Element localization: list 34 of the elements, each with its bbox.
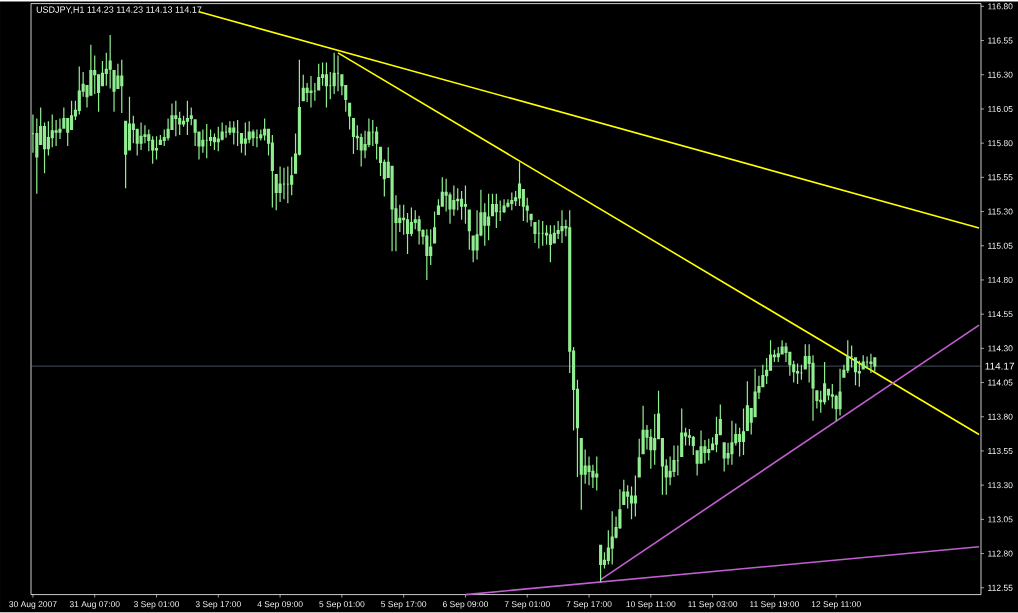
y-tick-label: 114.30 — [988, 345, 1013, 352]
y-tick-label: 115.80 — [988, 140, 1013, 147]
y-tick-label: 113.30 — [988, 482, 1013, 489]
x-tick-label: 5 Sep 17:00 — [381, 601, 427, 610]
y-tick-label: 112.55 — [988, 584, 1013, 591]
x-tick-label: 10 Sep 11:00 — [626, 601, 676, 610]
x-tick-label: 3 Sep 17:00 — [195, 601, 241, 610]
y-tick-label: 115.30 — [988, 208, 1013, 215]
y-tick-label: 113.55 — [988, 448, 1013, 455]
x-tick-label: 11 Sep 19:00 — [750, 601, 800, 610]
ref-line-label: 114.17 — [985, 362, 1015, 370]
x-tick-label: 30 Aug 2007 — [9, 601, 57, 610]
y-tick-label: 115.55 — [988, 174, 1013, 181]
chart-title: USDJPY,H1 114.23 114.23 114.13 114.17 — [36, 6, 202, 15]
x-tick-label: 4 Sep 09:00 — [257, 601, 303, 610]
y-tick-label: 114.80 — [988, 277, 1013, 284]
y-tick-label: 113.80 — [988, 413, 1013, 420]
x-tick-label: 5 Sep 01:00 — [319, 601, 365, 610]
x-tick-label: 11 Sep 03:00 — [688, 601, 738, 610]
x-tick-label: 6 Sep 09:00 — [442, 601, 489, 610]
y-tick-label: 114.55 — [988, 311, 1013, 318]
y-tick-label: 116.30 — [988, 71, 1013, 78]
x-tick-label: 3 Sep 01:00 — [133, 601, 180, 610]
y-tick-label: 112.80 — [988, 550, 1013, 557]
y-tick-label: 113.05 — [988, 516, 1013, 523]
y-tick-label: 114.05 — [988, 379, 1013, 386]
x-tick-label: 31 Aug 07:00 — [69, 601, 120, 610]
y-tick-label: 116.80 — [988, 3, 1013, 10]
y-tick-label: 115.05 — [988, 242, 1013, 249]
x-tick-label: 7 Sep 01:00 — [504, 601, 550, 610]
y-tick-label: 116.05 — [988, 106, 1013, 113]
y-tick-label: 116.55 — [988, 37, 1013, 44]
x-tick-label: 7 Sep 17:00 — [566, 601, 612, 610]
x-tick-label: 12 Sep 11:00 — [811, 601, 861, 610]
